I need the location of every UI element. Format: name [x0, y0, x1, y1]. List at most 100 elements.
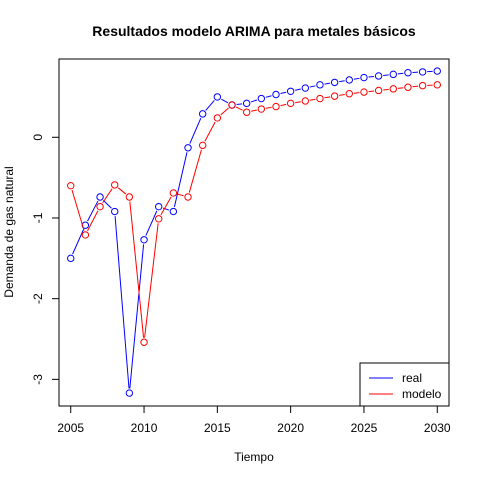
x-tick-label: 2005: [57, 421, 84, 435]
series-modelo-segment: [160, 196, 172, 216]
series-modelo-point: [257, 105, 266, 113]
series-real-segment: [102, 199, 112, 209]
legend-label-modelo: modelo: [402, 387, 442, 401]
series-modelo-segment: [397, 87, 404, 89]
series-real-segment: [353, 77, 360, 80]
series-real-segment: [173, 152, 188, 208]
legend: real modelo: [359, 362, 450, 407]
series-modelo-point: [67, 181, 75, 190]
series-real-point: [345, 76, 354, 84]
series-real-segment: [295, 88, 301, 91]
series-real-segment: [189, 117, 202, 144]
series-modelo-point: [389, 85, 397, 93]
series-modelo-point: [169, 189, 178, 197]
series-real-point: [184, 144, 192, 152]
series-real-segment: [205, 100, 215, 111]
series-modelo-segment: [368, 90, 375, 93]
y-tick-label: -2: [31, 293, 45, 304]
series-modelo-segment: [309, 98, 316, 101]
series-modelo-point: [433, 81, 441, 89]
series-real-point: [169, 207, 178, 216]
series-modelo-segment: [295, 101, 301, 104]
series-real-point: [286, 87, 295, 95]
series-real-point: [198, 110, 207, 118]
series-modelo-point: [154, 215, 163, 223]
series-modelo-segment: [204, 121, 216, 142]
series-real-point: [389, 70, 397, 79]
series-modelo-segment: [188, 149, 202, 193]
series-modelo-segment: [87, 210, 99, 232]
series-real-segment: [339, 80, 345, 83]
chart-title: Resultados modelo ARIMA para metales bás…: [92, 23, 416, 39]
series-modelo-segment: [251, 109, 257, 112]
series-modelo-point: [213, 114, 222, 122]
series-real-segment: [236, 103, 243, 105]
series-real-segment: [265, 95, 272, 98]
series-real-segment: [397, 72, 404, 75]
series-real-segment: [72, 229, 84, 255]
series-modelo-point: [286, 99, 295, 108]
series-modelo-point: [81, 231, 90, 239]
series-real-point: [404, 69, 412, 77]
series-modelo-segment: [265, 106, 272, 109]
series-modelo-point: [316, 94, 324, 103]
series-layer: [67, 67, 441, 397]
series-real-point: [374, 72, 383, 80]
series-real-point: [360, 73, 368, 82]
series-real-segment: [87, 200, 99, 222]
series-modelo-segment: [71, 189, 85, 231]
series-real-segment: [145, 210, 158, 236]
series-modelo-point: [330, 92, 339, 100]
series-modelo-segment: [280, 103, 287, 107]
x-tick-label: 2010: [131, 421, 158, 435]
y-tick-label: 0: [31, 134, 45, 141]
series-modelo-point: [374, 86, 383, 95]
series-real-point: [330, 78, 339, 87]
series-real-segment: [114, 216, 130, 389]
series-real-segment: [280, 91, 287, 95]
series-real-segment: [368, 75, 375, 78]
series-modelo-point: [345, 90, 354, 98]
series-modelo-segment: [235, 106, 243, 111]
series-modelo-point: [125, 193, 134, 201]
series-real-point: [125, 389, 134, 397]
series-real-point: [418, 68, 427, 76]
x-tick-label: 2015: [204, 421, 231, 435]
y-tick-label: -3: [31, 374, 45, 385]
series-modelo-segment: [324, 96, 331, 99]
y-axis-label: Demanda de gas natural: [2, 166, 16, 297]
series-modelo-segment: [383, 88, 389, 91]
series-real-segment: [309, 85, 316, 88]
series-real-point: [111, 207, 119, 216]
series-real-point: [96, 193, 104, 201]
x-tick-label: 2020: [277, 421, 304, 435]
series-real-segment: [250, 99, 258, 103]
series-modelo-segment: [353, 92, 360, 94]
series-modelo-segment: [412, 85, 419, 88]
x-tick-label: 2030: [424, 421, 451, 435]
series-modelo-point: [96, 202, 104, 211]
series-real-point: [301, 84, 310, 92]
series-modelo-segment: [177, 193, 184, 197]
series-modelo-segment: [144, 223, 159, 338]
series-real-point: [154, 202, 163, 211]
series-modelo-point: [198, 141, 207, 150]
series-real-point: [67, 254, 75, 263]
series-modelo-point: [184, 193, 192, 201]
y-axis: -3 -2 -1 0: [31, 134, 60, 385]
series-modelo-segment: [220, 107, 229, 116]
series-real-point: [257, 94, 266, 103]
legend-box: [359, 362, 450, 407]
series-real-point: [316, 81, 324, 89]
series-real: [67, 67, 441, 397]
series-modelo-point: [404, 83, 412, 91]
series-real-segment: [383, 74, 389, 76]
legend-label-real: real: [402, 371, 422, 385]
series-modelo-segment: [102, 188, 113, 204]
series-real-point: [433, 67, 441, 75]
x-axis-label: Tiempo: [234, 450, 274, 464]
x-tick-label: 2025: [351, 421, 378, 435]
series-real-point: [140, 236, 148, 244]
series-real-point: [242, 99, 251, 108]
